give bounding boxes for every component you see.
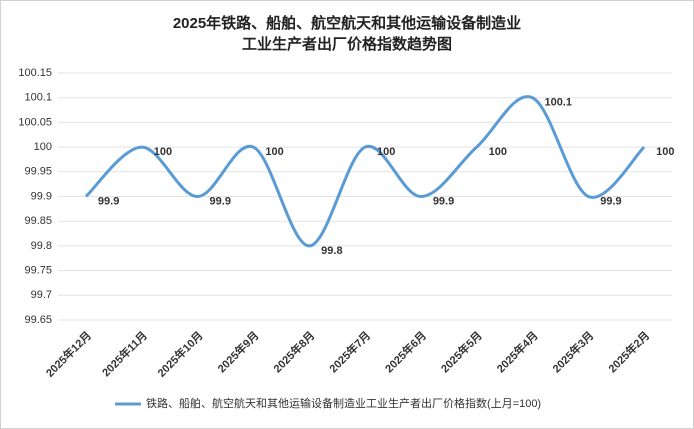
y-tick-label: 100.05: [18, 116, 52, 128]
data-label: 100: [265, 146, 283, 158]
y-tick-label: 99.9: [31, 190, 52, 202]
data-label: 99.9: [98, 195, 119, 207]
legend-label: 铁路、船舶、航空航天和其他运输设备制造业工业生产者出厂价格指数(上月=100): [146, 396, 541, 410]
y-tick-label: 99.7: [31, 289, 52, 301]
data-label: 99.9: [210, 195, 231, 207]
chart-title: 2025年铁路、船舶、航空航天和其他运输设备制造业: [173, 14, 521, 32]
y-tick-label: 99.8: [31, 240, 52, 252]
data-label: 100: [154, 146, 172, 158]
y-tick-label: 99.75: [24, 265, 52, 277]
chart-title: 工业生产者出厂价格指数趋势图: [242, 35, 452, 53]
data-label: 100.1: [544, 97, 572, 109]
data-label: 100: [489, 146, 507, 158]
series-line: [84, 95, 646, 248]
data-label: 100: [377, 146, 395, 158]
data-label: 100: [656, 146, 674, 158]
data-label: 99.9: [433, 195, 454, 207]
y-tick-label: 99.95: [24, 166, 52, 178]
y-tick-label: 100: [34, 141, 52, 153]
y-tick-label: 100.15: [18, 67, 52, 79]
y-tick-label: 99.85: [24, 215, 52, 227]
y-tick-label: 99.65: [24, 314, 52, 326]
data-label: 99.8: [321, 245, 342, 257]
data-label: 99.9: [600, 195, 621, 207]
y-tick-label: 100.1: [24, 92, 52, 104]
